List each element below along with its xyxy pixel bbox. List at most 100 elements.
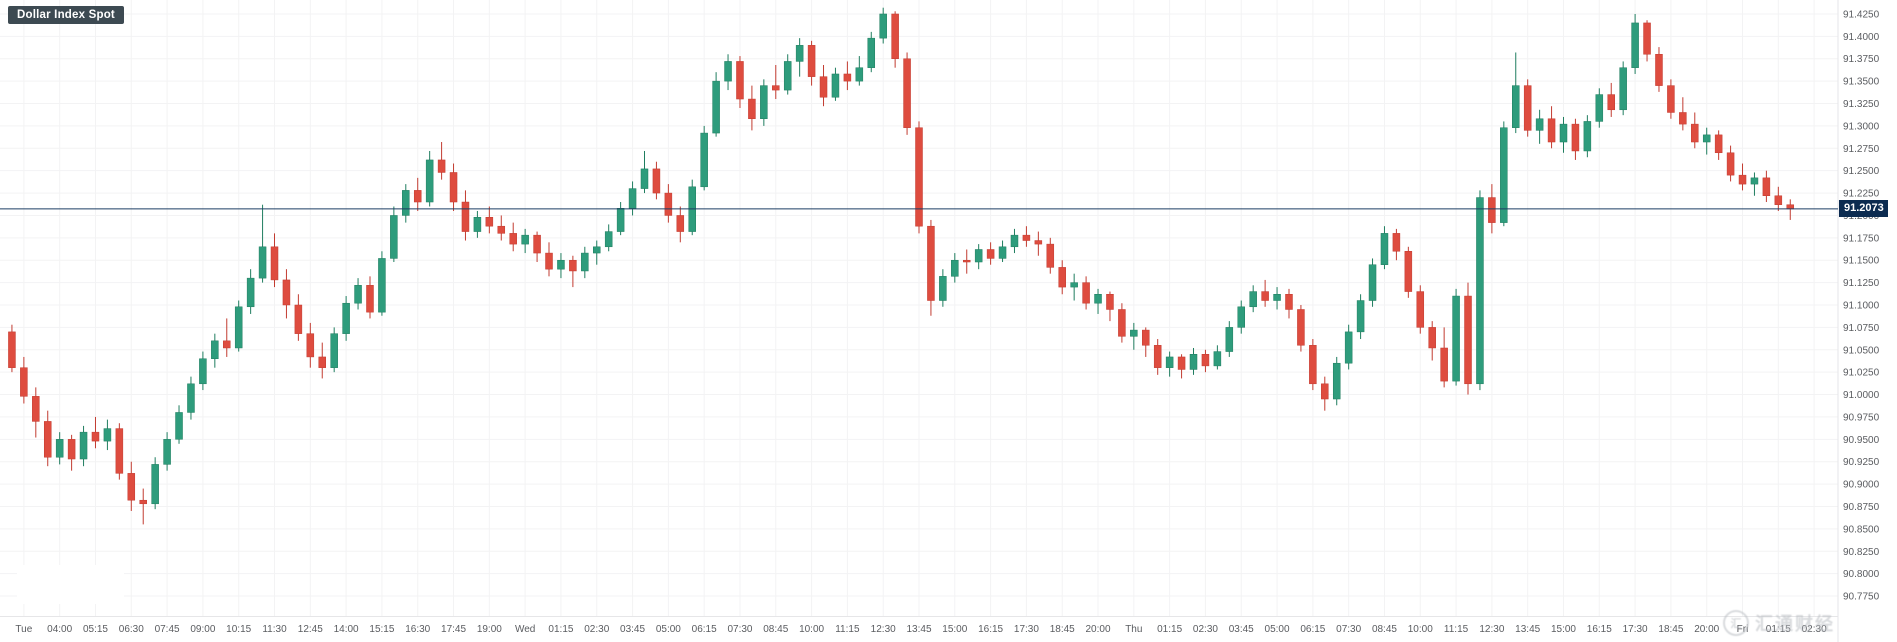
candle[interactable] (413, 177, 422, 211)
time-axis[interactable]: Tue 04:00 05:15 06:30 07:45 09:00 10:15 11:30 12… (15, 624, 1827, 635)
candle[interactable] (1523, 79, 1532, 137)
candle[interactable] (1142, 327, 1150, 357)
candle[interactable] (461, 190, 470, 241)
candle[interactable] (509, 222, 517, 252)
candle[interactable] (688, 179, 696, 236)
candle[interactable] (1643, 20, 1651, 62)
candle[interactable] (497, 215, 506, 241)
candle[interactable] (772, 65, 780, 100)
candle[interactable] (1022, 226, 1031, 247)
candle[interactable] (1738, 163, 1747, 191)
candle[interactable] (1058, 260, 1066, 295)
candle[interactable] (760, 79, 768, 126)
candle[interactable] (378, 251, 386, 316)
candle[interactable] (103, 419, 112, 451)
candle[interactable] (1726, 145, 1735, 182)
candle[interactable] (1261, 279, 1269, 307)
candle[interactable] (879, 7, 887, 44)
candle[interactable] (1273, 287, 1281, 310)
candle[interactable] (1452, 288, 1460, 386)
candle[interactable] (1714, 130, 1723, 160)
candle[interactable] (1667, 79, 1675, 119)
candle[interactable] (1535, 109, 1544, 144)
candle[interactable] (1631, 13, 1639, 74)
candle[interactable] (1392, 228, 1401, 261)
candle[interactable] (485, 206, 494, 234)
candle[interactable] (676, 206, 685, 243)
candle[interactable] (199, 351, 207, 391)
candle[interactable] (1189, 347, 1198, 375)
candle[interactable] (437, 142, 446, 180)
candle[interactable] (1130, 322, 1138, 350)
candle[interactable] (557, 253, 565, 279)
candle[interactable] (748, 85, 756, 131)
candle[interactable] (1380, 226, 1389, 270)
candle[interactable] (91, 416, 100, 449)
candle[interactable] (915, 121, 923, 234)
candle[interactable] (1607, 82, 1615, 117)
candle[interactable] (867, 31, 876, 73)
candle[interactable] (1213, 345, 1222, 370)
candle[interactable] (223, 318, 231, 357)
candle[interactable] (807, 40, 816, 86)
candle[interactable] (1237, 300, 1245, 334)
candle[interactable] (1201, 349, 1210, 373)
candle[interactable] (55, 432, 64, 465)
candle[interactable] (1774, 186, 1783, 211)
candle[interactable] (43, 410, 52, 467)
candle[interactable] (903, 52, 911, 135)
candle[interactable] (473, 210, 482, 238)
candle[interactable] (1786, 199, 1795, 220)
candle[interactable] (604, 224, 613, 252)
candle[interactable] (1285, 288, 1293, 319)
candle[interactable] (32, 387, 40, 438)
candle[interactable] (282, 269, 291, 319)
candle[interactable] (1464, 282, 1472, 395)
candle[interactable] (1691, 112, 1699, 149)
candle[interactable] (246, 269, 255, 314)
candle[interactable] (1094, 288, 1102, 314)
candle[interactable] (1297, 305, 1305, 352)
candle[interactable] (1500, 121, 1508, 227)
candle[interactable] (1332, 356, 1341, 406)
candle[interactable] (258, 204, 267, 283)
candle[interactable] (211, 333, 219, 368)
candle[interactable] (1571, 118, 1580, 160)
candle[interactable] (1512, 52, 1520, 134)
candle[interactable] (1476, 190, 1484, 391)
candle[interactable] (187, 376, 195, 420)
candle[interactable] (270, 233, 279, 288)
candle[interactable] (700, 125, 708, 191)
candle[interactable] (163, 432, 171, 471)
candle[interactable] (1416, 285, 1425, 334)
candle[interactable] (1165, 351, 1174, 377)
candle[interactable] (1177, 354, 1186, 379)
candle[interactable] (390, 206, 398, 263)
candle[interactable] (354, 278, 362, 310)
candle[interactable] (831, 67, 840, 101)
candle[interactable] (1547, 106, 1556, 149)
candle[interactable] (1070, 273, 1078, 301)
candle[interactable] (67, 434, 76, 471)
candle[interactable] (819, 65, 828, 107)
candle[interactable] (79, 425, 88, 467)
candle[interactable] (449, 163, 458, 211)
candle[interactable] (521, 228, 529, 254)
candle[interactable] (962, 249, 971, 274)
candle[interactable] (1046, 237, 1055, 274)
candle[interactable] (151, 457, 159, 510)
candle[interactable] (1225, 321, 1234, 357)
candle[interactable] (1321, 376, 1329, 411)
candle[interactable] (939, 269, 947, 307)
candle[interactable] (616, 202, 625, 236)
candle[interactable] (593, 240, 601, 265)
candle[interactable] (1750, 172, 1759, 196)
candle[interactable] (366, 276, 374, 319)
candle[interactable] (294, 294, 303, 341)
candle[interactable] (533, 231, 541, 263)
candle[interactable] (127, 461, 136, 511)
candle[interactable] (1583, 115, 1592, 158)
candle[interactable] (783, 54, 792, 95)
candle[interactable] (425, 150, 434, 207)
